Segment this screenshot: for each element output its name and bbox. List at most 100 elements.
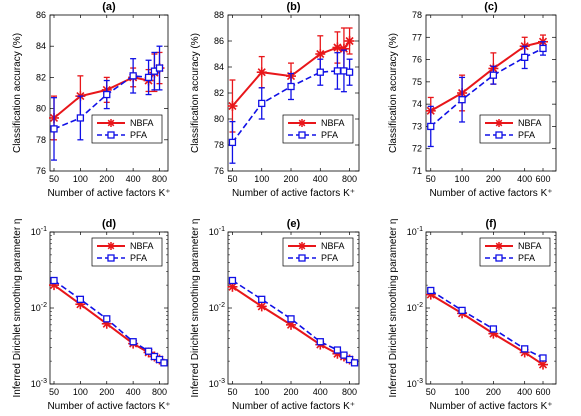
data-point	[316, 68, 324, 76]
y-tick-label: 71	[412, 166, 422, 176]
x-tick-label: 50	[49, 387, 59, 397]
data-point	[315, 49, 326, 59]
data-point	[144, 73, 153, 82]
panel-title: (c)	[484, 1, 498, 13]
star-stroke	[257, 68, 266, 77]
data-point	[228, 138, 237, 147]
legend-box	[282, 237, 354, 267]
data-point	[350, 359, 359, 367]
legend-label: NBFA	[321, 241, 345, 251]
data-point	[538, 359, 549, 370]
legend-marker	[107, 119, 115, 127]
y-axis-label: Classification accuracy (%)	[388, 33, 399, 153]
x-tick-label: 50	[49, 174, 59, 184]
series-line	[430, 47, 544, 128]
x-axis-label: Number of active factors K⁺	[47, 401, 170, 412]
x-tick-label: 50	[426, 387, 436, 397]
x-tick-label: 400	[126, 174, 141, 184]
y-tick-label: 75	[412, 77, 422, 87]
x-axis-label: Number of active factors K⁺	[47, 188, 170, 199]
y-tick-label: 10-2	[209, 302, 225, 313]
y-tick-label: 76	[412, 55, 422, 65]
legend-box	[282, 114, 354, 144]
data-point	[539, 44, 547, 53]
legend: NBFA PFA	[282, 114, 354, 144]
x-tick-label: 200	[99, 387, 114, 397]
legend-marker	[495, 131, 503, 139]
y-axis-label: Inferred Dirichlet smoothing parameter η	[12, 219, 23, 398]
panel-f: (f) 50 100 200 400 600 10-3 10-2 10-1 Number of a…	[388, 218, 557, 412]
x-tick-label: 400	[313, 174, 328, 184]
legend-marker	[107, 242, 115, 250]
x-tick-label: 200	[283, 387, 298, 397]
data-point	[76, 295, 85, 303]
y-tick-label: 80	[36, 104, 46, 114]
x-axis-label: Number of active factors K⁺	[429, 401, 552, 412]
y-tick-label: 78	[214, 140, 224, 150]
y-tick-label: 10-1	[31, 226, 47, 237]
data-point	[427, 122, 435, 131]
data-point	[160, 359, 168, 367]
x-axis-label: Number of active factors K⁺	[232, 401, 355, 412]
legend: NBFA PFA	[91, 114, 163, 144]
y-tick-label: 86	[36, 10, 46, 20]
data-point	[287, 82, 295, 91]
legend-label: PFA	[321, 253, 338, 263]
legend-label: NBFA	[518, 118, 542, 128]
data-point	[458, 306, 466, 315]
x-tick-label: 100	[455, 387, 470, 397]
star-stroke	[345, 36, 354, 46]
x-tick-label: 800	[152, 174, 167, 184]
y-tick-label: 76	[214, 166, 224, 176]
y-axis-label: Classification accuracy (%)	[12, 33, 23, 153]
data-point	[332, 42, 343, 53]
x-tick-label: 200	[283, 174, 298, 184]
panel-b: (b) 50 100 200 400 800 76 78 80 82 84 86 88 Number of…	[190, 1, 360, 199]
data-point	[227, 101, 238, 111]
legend-label: NBFA	[321, 118, 345, 128]
legend-box	[479, 114, 551, 144]
x-tick-label: 100	[254, 387, 269, 397]
y-axis-label: Inferred Dirichlet smoothing parameter η	[388, 219, 399, 398]
y-tick-label: 78	[36, 135, 46, 145]
x-tick-label: 400	[517, 174, 532, 184]
x-tick-label: 400	[313, 387, 328, 397]
data-point	[103, 315, 111, 323]
series-pfa	[427, 41, 547, 148]
y-tick-label: 82	[214, 88, 224, 98]
x-tick-label: 600	[535, 174, 550, 184]
data-point	[227, 281, 238, 292]
x-tick-label: 100	[73, 174, 88, 184]
legend-marker	[298, 242, 306, 250]
x-tick-label: 400	[517, 387, 532, 397]
plot-frame	[227, 14, 360, 172]
series-pfa	[50, 276, 168, 367]
data-point	[521, 345, 529, 353]
legend-marker	[107, 254, 115, 262]
y-tick-label: 86	[214, 36, 224, 46]
legend-marker	[495, 254, 503, 262]
data-point	[76, 114, 85, 122]
x-tick-label: 200	[99, 174, 114, 184]
data-point	[155, 64, 164, 72]
star-stroke	[339, 44, 348, 53]
y-tick-label: 84	[214, 62, 224, 72]
data-point	[345, 68, 354, 76]
data-point	[316, 338, 324, 346]
legend-marker	[298, 119, 306, 127]
legend: NBFA PFA	[91, 237, 163, 267]
panel-c: (c) 50 100 200 400 600 71 72 73 74 75 76 77 78 Number …	[388, 1, 557, 199]
data-point	[256, 67, 267, 78]
x-tick-label: 50	[227, 387, 237, 397]
x-tick-label: 50	[426, 174, 436, 184]
panel-d: (d) 50 100 200 400 800 10-3 10-2 10-1 Number of a…	[12, 218, 171, 412]
data-point	[256, 301, 267, 312]
y-tick-label: 10-1	[407, 226, 423, 237]
x-tick-label: 400	[126, 387, 141, 397]
x-tick-label: 600	[535, 387, 550, 397]
x-tick-label: 800	[152, 387, 167, 397]
y-tick-label: 10-2	[407, 302, 423, 313]
data-point	[333, 67, 342, 75]
data-point	[228, 276, 237, 285]
